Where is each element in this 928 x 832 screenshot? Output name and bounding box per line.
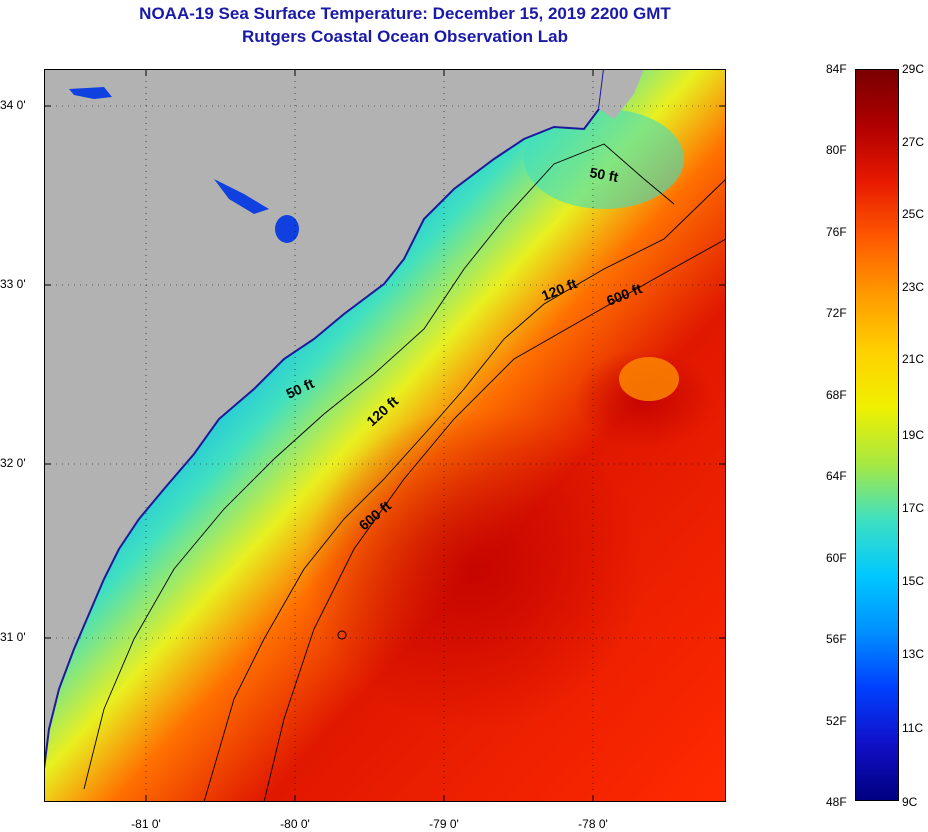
station-marker xyxy=(337,630,347,640)
temperature-colorbar xyxy=(855,69,899,801)
cape-fear-land xyxy=(599,69,644,119)
colorbar-f-label: 60F xyxy=(826,551,847,565)
colorbar-f-label: 48F xyxy=(826,795,847,809)
lon-label: -78 0' xyxy=(578,817,608,831)
lake xyxy=(214,179,269,214)
contour-600ft xyxy=(263,238,726,802)
graticule xyxy=(44,69,726,802)
contour-120ft xyxy=(203,178,726,802)
colorbar-c-label: 21C xyxy=(902,352,925,366)
contour-50ft xyxy=(83,143,675,790)
lat-label: 34 0' xyxy=(0,98,26,112)
frame-ticks xyxy=(44,69,726,802)
colorbar-f-label: 72F xyxy=(826,306,847,320)
lon-label: -80 0' xyxy=(280,817,310,831)
colorbar-f-label: 68F xyxy=(826,388,847,402)
colorbar-c-label: 19C xyxy=(902,428,925,442)
contour-label: 50 ft xyxy=(588,164,619,185)
warm-core xyxy=(304,409,644,729)
lat-label: 33 0' xyxy=(0,277,26,291)
colorbar-f-label: 80F xyxy=(826,143,847,157)
map-frame xyxy=(44,69,726,802)
map-subtitle: Rutgers Coastal Ocean Observation Lab xyxy=(242,27,568,46)
colorbar-c-label: 15C xyxy=(902,574,925,588)
sst-map: 50 ft 50 ft 120 ft 120 ft 600 ft 600 ft xyxy=(44,69,726,802)
colorbar-c-label: 11C xyxy=(902,721,924,735)
colorbar-c-label: 9C xyxy=(902,795,918,809)
lake xyxy=(275,215,299,243)
cool-eddy xyxy=(619,357,679,401)
lon-label: -81 0' xyxy=(131,817,161,831)
colorbar-f-label: 64F xyxy=(826,469,847,483)
colorbar-c-label: 13C xyxy=(902,647,925,661)
shelf-water xyxy=(524,109,684,209)
map-title: NOAA-19 Sea Surface Temperature: Decembe… xyxy=(139,4,671,23)
colorbar-f-label: 56F xyxy=(826,632,847,646)
colorbar-c-label: 27C xyxy=(902,135,925,149)
colorbar-c-label: 29C xyxy=(902,62,925,76)
lat-label: 31 0' xyxy=(0,630,26,644)
colorbar-f-label: 84F xyxy=(826,62,847,76)
colorbar-c-label: 25C xyxy=(902,207,925,221)
colorbar-f-label: 76F xyxy=(826,225,847,239)
lake xyxy=(69,87,112,99)
colorbar-c-label: 23C xyxy=(902,280,925,294)
colorbar-f-label: 52F xyxy=(826,714,847,728)
colorbar-c-label: 17C xyxy=(902,501,925,515)
lon-label: -79 0' xyxy=(429,817,459,831)
lat-label: 32 0' xyxy=(0,456,26,470)
land-mass xyxy=(44,69,606,770)
